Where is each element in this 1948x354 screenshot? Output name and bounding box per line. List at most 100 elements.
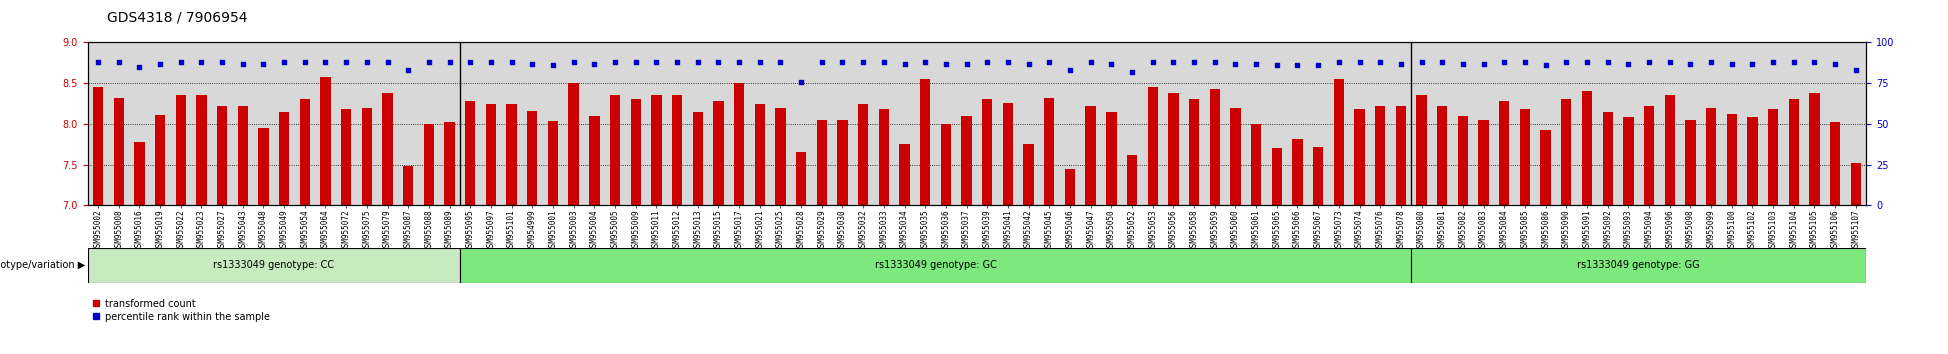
Point (1469, 61, 1500, 67)
Point (413, 59, 444, 65)
Point (1200, 59, 1231, 65)
Bar (1519, 109, 1529, 205)
Point (1841, 67, 1872, 73)
Bar (94, 87, 103, 205)
Point (992, 59, 1023, 65)
Bar (466, 101, 475, 205)
Text: rs1333049 genotype: CC: rs1333049 genotype: CC (212, 261, 335, 270)
Bar (1438, 106, 1447, 205)
Bar (175, 96, 185, 205)
Bar (1769, 109, 1779, 205)
Point (1819, 61, 1851, 67)
Point (1426, 59, 1457, 65)
Point (869, 59, 900, 65)
Point (744, 59, 775, 65)
Point (1738, 61, 1769, 67)
Point (185, 59, 216, 65)
Point (1385, 61, 1416, 67)
Bar (962, 116, 972, 205)
Bar (754, 104, 766, 205)
Bar (610, 96, 619, 205)
Bar (1747, 118, 1757, 205)
Bar (425, 124, 434, 205)
Point (1323, 59, 1354, 65)
Bar (1313, 147, 1323, 205)
Bar (1810, 93, 1819, 205)
Point (1034, 59, 1066, 65)
Bar (1726, 114, 1738, 205)
Bar (88, 248, 460, 283)
Point (723, 59, 754, 65)
Point (1303, 62, 1334, 68)
Point (247, 61, 279, 67)
Bar (238, 106, 247, 205)
Bar (900, 144, 910, 205)
Bar (1582, 91, 1592, 205)
Point (662, 59, 693, 65)
Point (766, 59, 797, 65)
Bar (1395, 106, 1406, 205)
Point (288, 59, 319, 65)
Bar (838, 120, 847, 205)
Bar (1126, 155, 1138, 205)
Point (1757, 59, 1788, 65)
Point (1344, 59, 1375, 65)
Point (103, 59, 134, 65)
Bar (259, 128, 269, 205)
Bar (797, 152, 806, 205)
Point (972, 59, 1003, 65)
Bar (1169, 93, 1179, 205)
Point (1282, 62, 1313, 68)
Bar (1706, 108, 1716, 205)
Point (1447, 61, 1479, 67)
Bar (1085, 106, 1097, 205)
Point (1510, 59, 1541, 65)
Bar (982, 99, 992, 205)
Point (538, 62, 569, 68)
Bar (460, 248, 1410, 283)
Point (1013, 61, 1044, 67)
Point (1592, 59, 1623, 65)
Point (1654, 59, 1685, 65)
Point (1779, 59, 1810, 65)
Point (806, 59, 838, 65)
Point (1138, 59, 1169, 65)
Bar (279, 112, 290, 205)
Bar (1251, 124, 1260, 205)
Bar (1044, 98, 1054, 205)
Point (619, 59, 651, 65)
Point (785, 79, 816, 84)
Bar (134, 142, 144, 205)
Text: genotype/variation ▶: genotype/variation ▶ (0, 261, 86, 270)
Bar (403, 166, 413, 205)
Point (1488, 59, 1519, 65)
Bar (1603, 112, 1613, 205)
Bar (1066, 169, 1075, 205)
Bar (1354, 109, 1366, 205)
Bar (1829, 122, 1841, 205)
Bar (1272, 148, 1282, 205)
Bar (1231, 108, 1241, 205)
Point (1675, 61, 1706, 67)
Bar (1788, 99, 1798, 205)
Bar (485, 104, 497, 205)
Text: rs1333049 genotype: GG: rs1333049 genotype: GG (1578, 261, 1701, 270)
Bar (1664, 96, 1675, 205)
Point (475, 59, 506, 65)
Point (269, 59, 300, 65)
Point (1716, 61, 1747, 67)
Point (516, 61, 547, 67)
Point (310, 59, 341, 65)
Point (1179, 59, 1210, 65)
Bar (1292, 138, 1303, 205)
Point (434, 59, 466, 65)
Point (1572, 59, 1603, 65)
Text: GDS4318 / 7906954: GDS4318 / 7906954 (107, 11, 247, 25)
Point (579, 61, 610, 67)
Bar (1416, 96, 1426, 205)
Bar (651, 96, 662, 205)
Point (372, 59, 403, 65)
Bar (588, 116, 600, 205)
Bar (919, 79, 931, 205)
Point (454, 59, 485, 65)
